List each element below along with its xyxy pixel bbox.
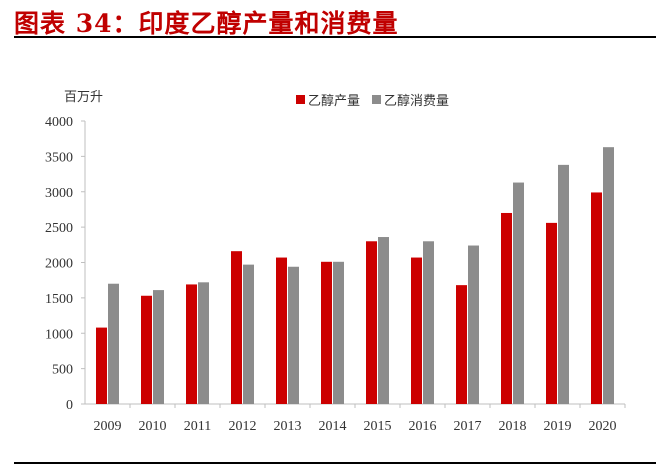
bar-production-2014: [321, 261, 332, 404]
y-tick-label: 3000: [45, 186, 73, 201]
title-rule: [14, 36, 656, 38]
bar-consumption-2009: [108, 283, 119, 404]
bar-production-2019: [546, 222, 557, 404]
x-tick-label: 2016: [409, 419, 437, 434]
bar-consumption-2019: [558, 164, 569, 404]
bar-production-2011: [186, 284, 197, 404]
x-tick-label: 2015: [364, 419, 392, 434]
bar-consumption-2020: [603, 147, 614, 405]
bar-consumption-2016: [423, 241, 434, 404]
y-tick-label: 500: [52, 363, 73, 378]
x-tick-label: 2018: [499, 419, 527, 434]
x-tick-label: 2009: [94, 419, 122, 434]
bottom-rule: [14, 462, 656, 464]
bar-consumption-2011: [198, 282, 209, 404]
legend-label: 乙醇产量: [308, 94, 361, 109]
bar-consumption-2014: [333, 261, 344, 404]
y-tick-label: 4000: [45, 115, 73, 130]
x-tick-label: 2011: [184, 419, 211, 434]
bar-consumption-2017: [468, 245, 479, 404]
x-tick-label: 2019: [544, 419, 572, 434]
bar-consumption-2013: [288, 266, 299, 404]
bar-production-2020: [591, 192, 602, 404]
x-tick-label: 2014: [319, 419, 347, 434]
y-axis-unit: 百万升: [64, 90, 104, 105]
bar-production-2010: [141, 295, 152, 404]
y-tick-label: 1500: [45, 292, 73, 307]
legend-swatch: [372, 95, 382, 104]
x-tick-label: 2012: [229, 419, 257, 434]
legend: 乙醇产量 乙醇消费量: [296, 90, 449, 109]
figure-title: 图表 34：印度乙醇产量和消费量: [14, 9, 399, 38]
y-tick-label: 3500: [45, 150, 73, 165]
x-tick-label: 2010: [139, 419, 167, 434]
legend-item-production: 乙醇产量: [296, 90, 360, 109]
bar-consumption-2018: [513, 182, 524, 404]
bar-production-2015: [366, 241, 377, 404]
legend-label: 乙醇消费量: [384, 94, 450, 109]
bar-production-2013: [276, 257, 287, 404]
y-tick-label: 2500: [45, 221, 73, 236]
bar-production-2018: [501, 212, 512, 404]
bar-production-2017: [456, 285, 467, 404]
x-tick-label: 2017: [454, 419, 482, 434]
legend-swatch: [296, 95, 305, 104]
x-tick-label: 2013: [274, 419, 302, 434]
bar-production-2012: [231, 251, 242, 404]
legend-item-consumption: 乙醇消费量: [372, 90, 449, 109]
bar-consumption-2012: [243, 264, 254, 404]
y-tick-label: 1000: [45, 327, 73, 342]
bar-production-2009: [96, 327, 107, 404]
x-tick-label: 2020: [589, 419, 617, 434]
bar-consumption-2010: [153, 290, 164, 404]
bar-consumption-2015: [378, 237, 389, 404]
y-tick-label: 0: [66, 398, 73, 413]
y-tick-label: 2000: [45, 257, 73, 272]
bar-production-2016: [411, 257, 422, 404]
